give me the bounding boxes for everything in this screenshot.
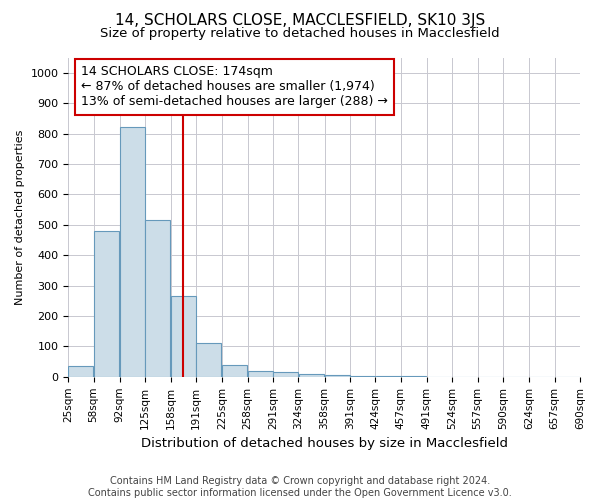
Bar	[248, 370, 273, 377]
Bar	[196, 344, 221, 377]
Bar	[401, 376, 426, 377]
Bar	[325, 375, 350, 377]
Bar	[376, 376, 401, 377]
Bar	[350, 376, 375, 377]
Bar	[120, 128, 145, 377]
Text: 14, SCHOLARS CLOSE, MACCLESFIELD, SK10 3JS: 14, SCHOLARS CLOSE, MACCLESFIELD, SK10 3…	[115, 12, 485, 28]
Bar	[223, 364, 247, 377]
Y-axis label: Number of detached properties: Number of detached properties	[15, 130, 25, 305]
Text: Contains HM Land Registry data © Crown copyright and database right 2024.
Contai: Contains HM Land Registry data © Crown c…	[88, 476, 512, 498]
Bar	[299, 374, 323, 377]
Bar	[94, 231, 119, 377]
Bar	[273, 372, 298, 377]
X-axis label: Distribution of detached houses by size in Macclesfield: Distribution of detached houses by size …	[140, 437, 508, 450]
Bar	[171, 296, 196, 377]
Bar	[145, 220, 170, 377]
Bar	[68, 366, 94, 377]
Text: Size of property relative to detached houses in Macclesfield: Size of property relative to detached ho…	[100, 28, 500, 40]
Text: 14 SCHOLARS CLOSE: 174sqm
← 87% of detached houses are smaller (1,974)
13% of se: 14 SCHOLARS CLOSE: 174sqm ← 87% of detac…	[81, 66, 388, 108]
